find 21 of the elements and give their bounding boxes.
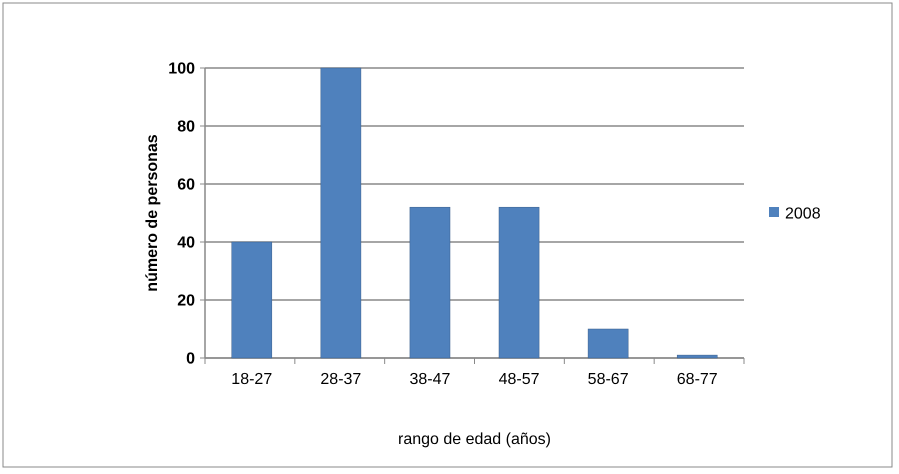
y-axis-title: número de personas [144, 134, 161, 292]
bar [588, 328, 628, 358]
x-tick-label: 18-27 [231, 371, 272, 388]
y-tick-label: 60 [177, 176, 196, 194]
x-tick-label: 28-37 [320, 371, 362, 388]
bar [676, 354, 718, 358]
legend-label: 2008 [785, 206, 821, 223]
x-tick-label: 58-67 [588, 371, 629, 388]
y-tick-label: 0 [186, 350, 196, 368]
bar [498, 206, 540, 358]
bar [231, 242, 272, 358]
x-axis-title: rango de edad (años) [398, 431, 551, 448]
y-tick-label: 100 [168, 60, 196, 78]
bar [320, 68, 362, 358]
x-tick-label: 68-77 [676, 371, 718, 388]
x-tick-label: 38-47 [409, 371, 451, 388]
y-tick-label: 20 [177, 292, 196, 310]
y-tick-label: 80 [177, 118, 196, 136]
y-tick-label: 40 [177, 234, 196, 252]
bar [410, 206, 450, 358]
x-tick-label: 48-57 [498, 371, 540, 388]
